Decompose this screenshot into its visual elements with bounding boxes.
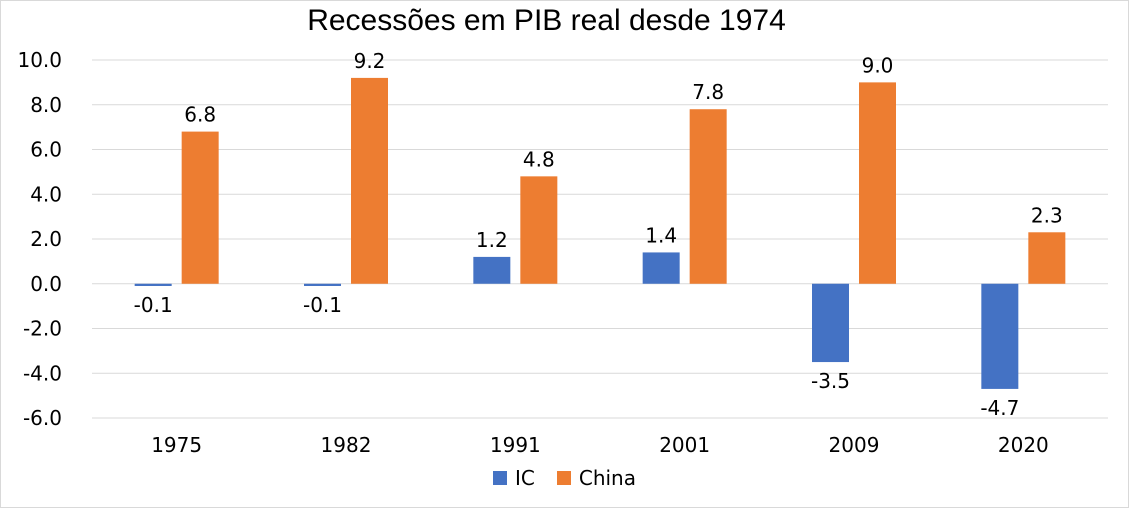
y-tick-label: -4.0 [23,361,62,385]
legend: IC China [0,466,1129,490]
data-label: -0.1 [303,293,342,317]
legend-item-china: China [556,466,636,490]
data-label: 2.3 [1031,203,1063,227]
legend-swatch-ic [492,471,507,485]
bar-ic-2001 [642,252,680,284]
bar-china-1975 [181,131,219,284]
bar-china-2020 [1028,232,1066,284]
data-label: 6.8 [184,103,216,127]
bar-ic-1975 [134,283,172,286]
y-tick-label: 4.0 [30,182,62,206]
y-tick-label: 6.0 [30,138,62,162]
bar-ic-2009 [812,283,849,363]
legend-swatch-china [556,471,571,485]
bar-ic-2020 [981,283,1019,389]
data-label: -0.1 [134,293,173,317]
bar-ic-1991 [473,256,511,284]
x-tick-label: 2020 [998,433,1049,457]
data-label: -4.7 [980,396,1019,420]
x-tick-label: 1991 [490,433,541,457]
x-tick-label: 2009 [829,433,880,457]
x-tick-label: 2001 [659,433,710,457]
y-tick-label: 2.0 [30,227,62,251]
x-tick-label: 1975 [151,433,202,457]
data-label: 1.4 [645,223,677,247]
y-tick-label: 8.0 [30,93,62,117]
data-label: 4.8 [523,147,555,171]
data-label: 9.2 [354,49,386,73]
bar-china-2001 [689,109,727,284]
data-label: 9.0 [862,53,894,77]
chart-title: Recessões em PIB real desde 1974 [307,4,786,37]
data-label: -3.5 [811,369,850,393]
data-label: 1.2 [476,228,508,252]
y-tick-label: -6.0 [23,406,62,430]
y-tick-label: 10.0 [17,48,62,72]
bar-china-2009 [859,82,896,284]
bar-china-1991 [520,176,558,284]
bar-ic-1982 [304,283,341,286]
legend-label-ic: IC [514,466,535,490]
x-tick-label: 1982 [321,433,372,457]
legend-label-china: China [578,466,636,490]
y-tick-label: -2.0 [23,317,62,341]
legend-item-ic: IC [492,466,535,490]
y-tick-label: 0.0 [30,272,62,296]
bar-china-1982 [351,77,388,284]
data-label: 7.8 [692,80,724,104]
